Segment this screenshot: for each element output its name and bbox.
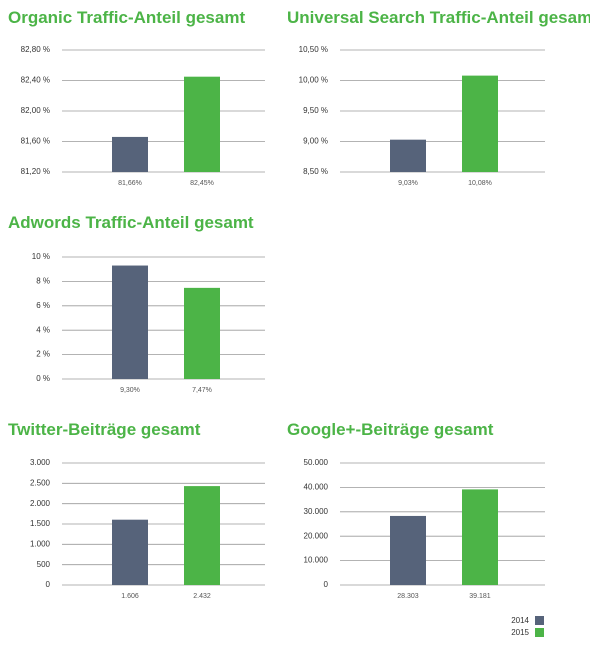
y-tick-label: 30.000 [304,507,329,516]
legend-label: 2015 [511,628,529,637]
y-tick-label: 40.000 [304,483,329,492]
y-tick-label: 4 % [36,325,50,334]
value-label: 10,08% [468,180,492,187]
chart-title: Google+-Beiträge gesamt [287,420,494,439]
y-tick-label: 8 % [36,277,50,286]
y-tick-label: 50.000 [304,458,329,467]
value-label: 2.432 [193,593,211,600]
y-tick-label: 500 [37,560,51,569]
y-tick-label: 0 [46,580,51,589]
y-tick-label: 2 % [36,350,50,359]
y-tick-label: 82,80 % [21,45,50,54]
value-label: 7,47% [192,387,212,394]
y-tick-label: 82,40 % [21,76,50,85]
y-tick-label: 2.500 [30,478,51,487]
chart-title: Twitter-Beiträge gesamt [8,420,201,439]
value-label: 28.303 [397,593,419,600]
y-tick-label: 2.000 [30,499,51,508]
y-tick-label: 10 % [32,252,50,261]
value-label: 9,30% [120,387,140,394]
bar [390,139,426,172]
y-tick-label: 10,00 % [299,76,328,85]
value-label: 39.181 [469,593,491,600]
legend-swatch [535,616,544,625]
bar [112,136,148,172]
bar [462,75,498,172]
legend-label: 2014 [511,616,529,625]
bar [184,287,220,379]
value-label: 81,66% [118,180,142,187]
y-tick-label: 81,60 % [21,137,50,146]
y-tick-label: 1.000 [30,539,51,548]
value-label: 9,03% [398,180,418,187]
y-tick-label: 8,50 % [303,167,328,176]
y-tick-label: 20.000 [304,531,329,540]
y-tick-label: 9,00 % [303,137,328,146]
chart-title: Universal Search Traffic-Anteil gesamt [287,8,590,27]
y-tick-label: 82,00 % [21,106,50,115]
y-tick-label: 3.000 [30,458,51,467]
value-label: 1.606 [121,593,139,600]
chart-title: Adwords Traffic-Anteil gesamt [8,213,254,232]
legend-swatch [535,628,544,637]
bar [390,515,426,585]
y-tick-label: 10,50 % [299,45,328,54]
bar [112,519,148,585]
y-tick-label: 0 % [36,374,50,383]
y-tick-label: 9,50 % [303,106,328,115]
chart-title: Organic Traffic-Anteil gesamt [8,8,245,27]
bar [184,486,220,585]
bar [112,265,148,379]
y-tick-label: 81,20 % [21,167,50,176]
y-tick-label: 6 % [36,301,50,310]
bar [462,489,498,585]
bar [184,76,220,172]
y-tick-label: 0 [324,580,329,589]
y-tick-label: 10.000 [304,556,329,565]
value-label: 82,45% [190,180,214,187]
y-tick-label: 1.500 [30,519,51,528]
